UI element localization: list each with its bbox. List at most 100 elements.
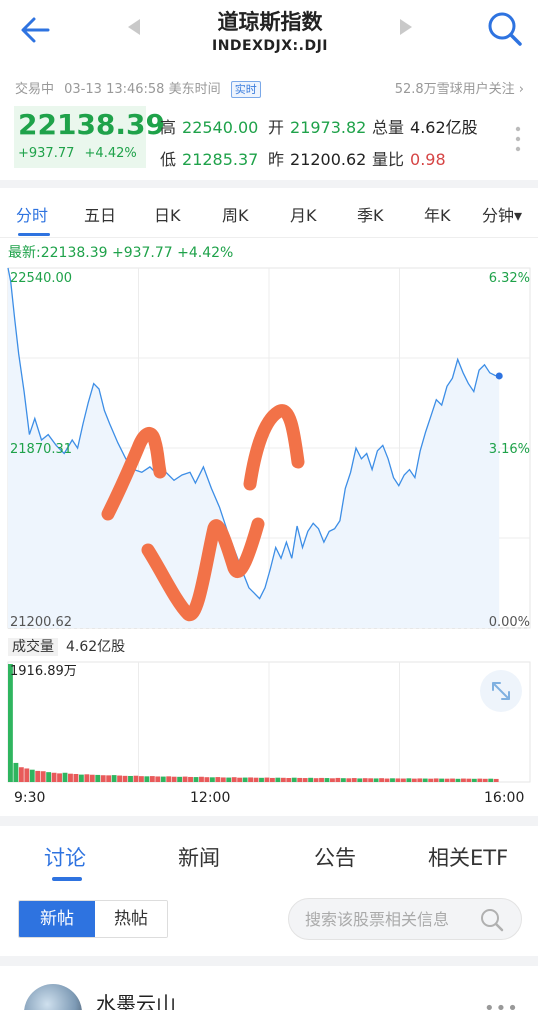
post-author-name[interactable]: 水墨云山	[96, 992, 176, 1010]
volume-bar	[357, 778, 363, 782]
annotation-stroke	[101, 427, 167, 521]
volume-bar	[160, 776, 166, 782]
period-tabs: 分时 五日 日K 周K 月K 季K 年K 分钟▾	[0, 188, 538, 238]
volume-bar	[226, 777, 232, 782]
volume-bar	[330, 778, 335, 782]
search-icon[interactable]	[486, 10, 524, 48]
volume-bar	[133, 775, 139, 782]
search-icon[interactable]	[479, 907, 505, 933]
volume-bar	[204, 777, 210, 782]
stat-label: 高	[160, 118, 177, 137]
volume-bar	[177, 776, 183, 782]
volume-bar	[46, 772, 52, 782]
tab-intraday[interactable]: 分时	[16, 206, 49, 225]
volume-bar	[166, 776, 172, 782]
change-percent: +4.42%	[84, 146, 137, 161]
volume-bar	[362, 778, 368, 782]
top-nav-bar: 道琼斯指数 INDEXDJX:.DJI	[0, 0, 538, 64]
volume-bar	[264, 777, 270, 782]
volume-bar	[308, 777, 314, 782]
volume-tag: 成交量	[8, 638, 58, 656]
tab-discussion[interactable]: 讨论	[44, 846, 86, 870]
section-divider	[0, 956, 538, 966]
volume-bar	[411, 778, 417, 782]
volume-bar	[450, 778, 455, 782]
tab-yearly-k[interactable]: 年K	[424, 206, 451, 225]
stat-volume-ratio: 量比 0.98	[372, 146, 446, 170]
more-vertical-icon[interactable]	[514, 126, 522, 152]
page-subtitle: INDEXDJX:.DJI	[212, 38, 328, 54]
volume-header: 成交量 4.62亿股	[8, 636, 125, 656]
volume-bar	[297, 777, 303, 782]
arrow-left-icon[interactable]	[18, 12, 54, 48]
volume-bar	[313, 778, 319, 782]
tab-weekly-k[interactable]: 周K	[222, 206, 249, 225]
volume-bar	[111, 775, 117, 782]
volume-bar	[433, 778, 439, 782]
volume-bar	[24, 768, 30, 782]
volume-bar	[275, 777, 281, 782]
stat-value: 22540.00	[182, 118, 259, 137]
volume-bar	[89, 774, 95, 782]
annotation-stroke	[243, 404, 305, 491]
tab-daily-k[interactable]: 日K	[154, 206, 181, 225]
time-axis-end: 16:00	[484, 790, 525, 806]
price-change: +937.77 +4.42%	[18, 146, 137, 161]
hot-posts-button[interactable]: 热帖	[95, 901, 167, 937]
volume-bar	[73, 773, 79, 782]
y-tick-right-mid: 3.16%	[489, 442, 530, 457]
stat-high: 高 22540.00	[160, 114, 258, 138]
stat-label: 昨	[268, 150, 285, 169]
new-posts-button[interactable]: 新帖	[19, 901, 95, 937]
stat-label: 开	[268, 118, 285, 137]
realtime-badge: 实时	[230, 81, 261, 98]
volume-bar	[340, 778, 346, 782]
chevron-right-icon: ›	[518, 82, 524, 97]
volume-bar	[439, 778, 445, 782]
volume-bar	[351, 778, 357, 782]
volume-bar	[286, 777, 292, 782]
tab-news[interactable]: 新闻	[178, 846, 220, 870]
volume-bar	[302, 778, 308, 782]
triangle-left-icon[interactable]	[126, 18, 142, 36]
tab-announcements[interactable]: 公告	[314, 846, 356, 870]
stat-value: 21973.82	[290, 118, 367, 137]
volume-bar	[269, 777, 275, 782]
post-filter-segment: 新帖 热帖	[18, 900, 168, 938]
volume-bar	[100, 775, 106, 782]
followers-link[interactable]: 52.8万雪球用户关注 ›	[395, 78, 524, 97]
post-search-box[interactable]	[288, 898, 522, 940]
tab-minutes-dropdown[interactable]: 分钟▾	[482, 206, 523, 225]
tab-related-etf[interactable]: 相关ETF	[428, 846, 509, 870]
more-dots-icon[interactable]: •••	[484, 998, 519, 1010]
volume-bar	[13, 762, 19, 782]
active-tab-indicator	[18, 233, 50, 236]
volume-bar	[29, 769, 35, 782]
stat-label: 量比	[372, 150, 405, 169]
expand-arrows-icon[interactable]	[480, 670, 522, 712]
volume-bar	[84, 774, 90, 782]
volume-bar	[144, 776, 150, 782]
volume-chart[interactable]: 1916.89万	[0, 658, 538, 786]
volume-bar	[400, 778, 406, 782]
volume-bar	[335, 777, 341, 782]
tab-quarterly-k[interactable]: 季K	[357, 206, 384, 225]
stat-value: 21200.62	[290, 150, 367, 169]
stat-volume: 总量 4.62亿股	[372, 114, 478, 138]
volume-bar	[78, 774, 84, 782]
triangle-right-icon[interactable]	[398, 18, 414, 36]
trading-status: 交易中	[15, 82, 55, 97]
volume-bar	[488, 778, 494, 782]
tab-monthly-k[interactable]: 月K	[290, 206, 317, 225]
intraday-price-chart[interactable]: 22540.00 21870.31 21200.62 6.32% 3.16% 0.00%	[0, 262, 538, 634]
tab-five-day[interactable]: 五日	[84, 206, 117, 225]
section-divider	[0, 180, 538, 188]
volume-bar	[368, 778, 374, 782]
y-tick-left-top: 22540.00	[10, 271, 72, 286]
stat-open: 开 21973.82	[268, 114, 366, 138]
volume-bar	[253, 777, 259, 782]
post-search-input[interactable]	[305, 907, 485, 931]
avatar[interactable]	[24, 984, 82, 1010]
volume-bar	[8, 664, 13, 782]
